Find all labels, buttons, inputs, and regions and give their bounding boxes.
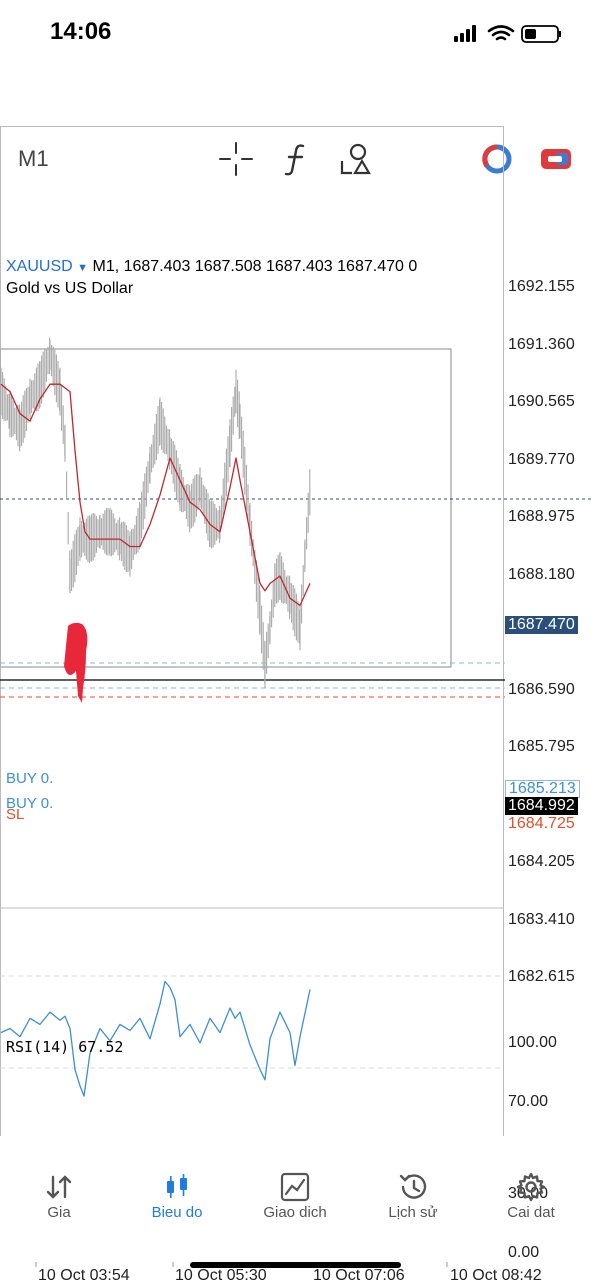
symbol-description: Gold vs US Dollar <box>6 280 134 297</box>
home-indicator <box>190 1262 401 1268</box>
moving-average-line <box>0 383 311 607</box>
tab-history[interactable]: Lịch sử <box>363 1170 463 1221</box>
rsi-tick: 100.00 <box>508 1034 557 1051</box>
signal-icon <box>454 25 476 42</box>
annotation-mark <box>64 622 88 703</box>
time-tick: 10 Oct 07:06 <box>313 1267 405 1284</box>
rsi-tick: 0.00 <box>508 1244 540 1261</box>
time-tick: 10 Oct 03:54 <box>38 1267 130 1284</box>
battery-icon <box>521 25 561 43</box>
symbol-name[interactable]: XAUUSD <box>6 258 73 275</box>
price-tick: 1690.565 <box>508 393 575 410</box>
rsi-label: RSI(14) 67.52 <box>6 1038 124 1056</box>
price-tick: 1688.975 <box>508 508 575 525</box>
one-click-trading-icon[interactable] <box>538 141 574 177</box>
current-price-tag: 1687.470 <box>505 616 578 634</box>
price-tick: 1692.155 <box>508 278 575 295</box>
rectangle-object <box>0 348 452 668</box>
chart-series <box>0 337 311 1097</box>
price-tick: 1683.410 <box>508 911 575 928</box>
price-tick: 1682.615 <box>508 968 575 985</box>
chart-canvas[interactable] <box>0 126 591 1136</box>
rsi-tick: 70.00 <box>508 1093 549 1110</box>
price-tick: 1689.770 <box>508 451 575 468</box>
trade-icon <box>280 1172 310 1202</box>
tab-label: Giao dich <box>263 1204 327 1221</box>
wifi-icon <box>487 25 515 41</box>
stop-loss-label[interactable]: SL <box>6 806 25 823</box>
symbol-timeframe: M1, <box>92 258 120 275</box>
chart-icon <box>167 1174 187 1198</box>
buy-order-label[interactable]: BUY 0. <box>6 795 54 812</box>
tab-label: Bieu do <box>151 1204 203 1221</box>
tab-label: Cai dat <box>507 1204 555 1221</box>
symbol-ohlc: 1687.403 1687.508 1687.403 1687.470 0 <box>123 258 418 275</box>
price-tick: 1691.360 <box>508 336 575 353</box>
tab-settings[interactable]: Cai dat <box>481 1170 581 1221</box>
stop-loss-tag: 1684.725 <box>508 815 575 832</box>
symbol-header[interactable]: XAUUSD ▼ M1, 1687.403 1687.508 1687.403 … <box>6 258 417 276</box>
tab-trade[interactable]: Giao dich <box>245 1170 345 1221</box>
settings-icon <box>516 1172 546 1202</box>
rsi-line <box>0 980 311 1097</box>
price-tick: 1684.205 <box>508 853 575 870</box>
time-tick: 10 Oct 08:42 <box>450 1267 542 1284</box>
price-tick: 1686.590 <box>508 681 575 698</box>
buy-order-label[interactable]: BUY 0. <box>6 770 54 787</box>
history-icon <box>399 1174 427 1199</box>
tab-chart[interactable]: Bieu do <box>127 1170 227 1221</box>
black-price-tag: 1684.992 <box>505 797 578 815</box>
price-chart[interactable]: XAUUSD ▼ M1, 1687.403 1687.508 1687.403 … <box>0 126 591 1284</box>
dropdown-icon[interactable]: ▼ <box>77 262 89 274</box>
tab-quotes[interactable]: Gia <box>9 1170 109 1221</box>
trade-icon[interactable] <box>479 141 515 177</box>
timeframe-button[interactable]: M1 <box>18 146 49 171</box>
crosshair-icon[interactable] <box>218 141 254 177</box>
buy-price-tag: 1685.213 <box>505 780 580 798</box>
price-tick: 1688.180 <box>508 566 575 583</box>
price-tick: 1685.795 <box>508 738 575 755</box>
function-icon[interactable] <box>278 141 314 177</box>
objects-icon[interactable] <box>337 141 373 177</box>
tab-label: Gia <box>47 1204 71 1221</box>
price-bars <box>0 337 311 688</box>
status-time: 14:06 <box>50 18 112 45</box>
status-bar: 14:06 <box>0 0 591 64</box>
chart-toolbar: M1 <box>0 64 591 176</box>
status-icons <box>454 25 561 43</box>
tab-label: Lịch sử <box>388 1204 438 1221</box>
quotes-icon <box>46 1175 72 1199</box>
time-tick: 10 Oct 05:30 <box>175 1267 267 1284</box>
